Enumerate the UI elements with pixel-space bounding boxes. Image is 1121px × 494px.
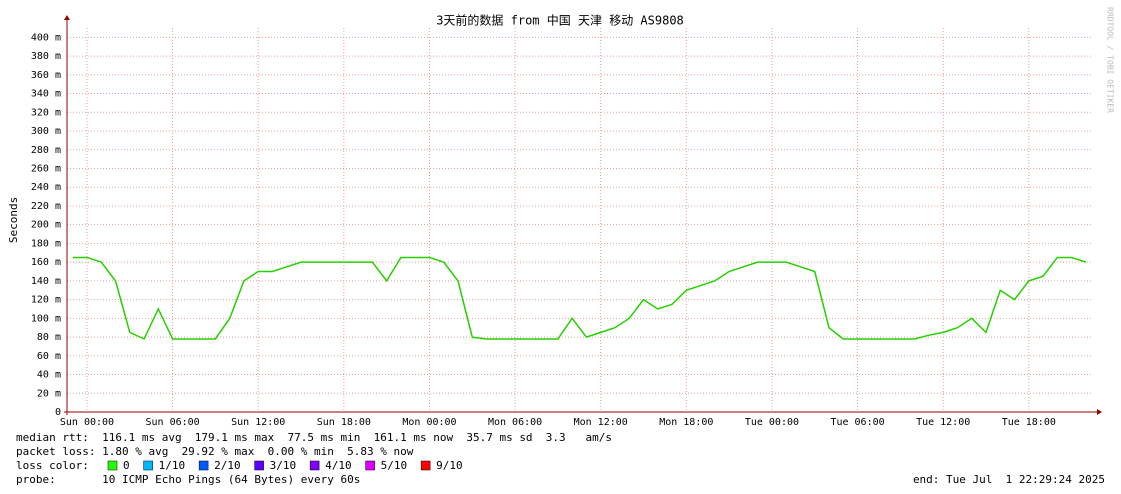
y-tick-label: 100 m (31, 313, 61, 324)
stats-line: packet loss: 1.80 % avg 29.92 % max 0.00… (16, 445, 414, 458)
median-line (72, 256, 1087, 340)
x-tick-label: Tue 06:00 (830, 417, 884, 428)
y-tick-label: 160 m (31, 257, 61, 268)
y-tick-label: 260 m (31, 163, 61, 174)
x-tick-label: Sun 00:00 (60, 417, 114, 428)
x-tick-label: Sun 18:00 (317, 417, 371, 428)
legend-label: 2/10 (214, 459, 241, 472)
legend-swatch (107, 460, 118, 471)
legend-label: 1/10 (159, 459, 186, 472)
x-tick-label: Tue 18:00 (1002, 417, 1056, 428)
x-tick-label: Mon 18:00 (659, 417, 713, 428)
x-tick-label: Mon 06:00 (488, 417, 542, 428)
y-tick-label: 240 m (31, 182, 61, 193)
y-tick-label: 300 m (31, 126, 61, 137)
legend-swatch (420, 460, 431, 471)
y-tick-label: 400 m (31, 32, 61, 43)
y-tick-label: 340 m (31, 89, 61, 100)
y-tick-label: 60 m (37, 351, 61, 362)
legend-swatch (198, 460, 209, 471)
axis-arrow (1097, 409, 1102, 415)
y-tick-label: 220 m (31, 201, 61, 212)
y-tick-label: 40 m (37, 370, 61, 381)
chart-title: 3天前的数据 from 中国 天津 移动 AS9808 (436, 13, 684, 28)
y-tick-label: 360 m (31, 70, 61, 81)
legend-swatch (309, 460, 320, 471)
legend-label: 5/10 (381, 459, 408, 472)
legend-label: 0 (123, 459, 130, 472)
x-tick-label: Tue 12:00 (916, 417, 970, 428)
y-tick-label: 380 m (31, 51, 61, 62)
y-tick-label: 140 m (31, 276, 61, 287)
legend-label: 9/10 (436, 459, 463, 472)
y-tick-label: 80 m (37, 332, 61, 343)
legend-label: 3/10 (270, 459, 297, 472)
legend-swatch (254, 460, 264, 471)
axis-arrow (64, 15, 70, 20)
y-tick-label: 120 m (31, 295, 61, 306)
end-time: end: Tue Jul 1 22:29:24 2025 (913, 473, 1105, 486)
y-tick-label: 320 m (31, 107, 61, 118)
probe-text: probe: 10 ICMP Echo Pings (64 Bytes) eve… (16, 473, 360, 486)
y-tick-label: 180 m (31, 238, 61, 249)
y-tick-label: 0 (55, 407, 61, 418)
x-tick-label: Mon 12:00 (574, 417, 628, 428)
x-tick-label: Mon 00:00 (402, 417, 456, 428)
x-tick-label: Sun 12:00 (231, 417, 285, 428)
y-tick-label: 200 m (31, 220, 61, 231)
x-tick-label: Sun 06:00 (146, 417, 200, 428)
legend-label: 4/10 (325, 459, 352, 472)
x-tick-label: Tue 00:00 (745, 417, 799, 428)
y-axis-label: Seconds (7, 197, 20, 243)
side-text: RRDTOOL / TOBI OETIKER (1106, 7, 1115, 113)
loss-label: loss color: (16, 459, 89, 472)
y-tick-label: 20 m (37, 388, 61, 399)
legend-swatch (365, 460, 375, 471)
stats-line: median rtt: 116.1 ms avg 179.1 ms max 77… (16, 431, 612, 444)
y-tick-label: 280 m (31, 145, 61, 156)
legend-swatch (143, 460, 153, 471)
